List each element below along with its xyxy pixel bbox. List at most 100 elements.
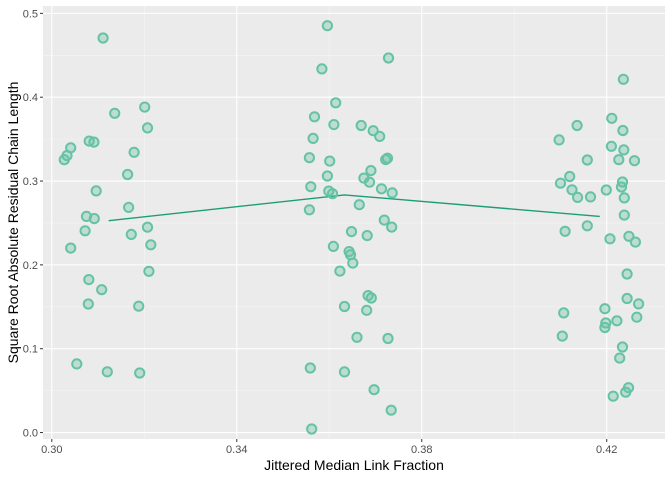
scatter-point (353, 199, 365, 211)
y-tick-label: 0.3 (23, 176, 38, 188)
y-axis-title: Square Root Absolute Residual Chain Leng… (5, 82, 21, 364)
scatter-point (618, 144, 630, 156)
scatter-point (65, 242, 77, 254)
trend-line-layer (108, 194, 600, 222)
scatter-point (600, 184, 612, 196)
scatter-point (365, 292, 377, 304)
y-axis-ticks: 0.0 0.1 0.2 0.3 0.4 0.5 (23, 8, 43, 440)
scatter-point (581, 154, 593, 166)
scatter-point (88, 136, 100, 148)
scatter-point (303, 152, 315, 164)
scatter-point (618, 192, 630, 204)
scatter-point (628, 155, 641, 167)
y-tick-label: 0.4 (23, 92, 38, 104)
scatter-point (566, 184, 578, 196)
scatter-point (621, 268, 633, 280)
scatter-point (614, 352, 626, 364)
scatter-point (368, 384, 380, 396)
scatter-point (307, 132, 319, 144)
scatter-point (96, 284, 108, 296)
scatter-point (382, 52, 395, 64)
scatter-point (604, 233, 616, 245)
scatter-point (306, 423, 318, 435)
scatter-point (607, 390, 619, 402)
scatter-point (328, 119, 340, 131)
scatter-point (79, 225, 91, 237)
y-tick-label: 0.0 (23, 428, 38, 440)
scatter-point (361, 230, 373, 242)
scatter-point (123, 201, 135, 213)
scatter-point (386, 221, 398, 233)
scatter-point (599, 321, 611, 334)
scatter-point (305, 181, 317, 193)
scatter-point (141, 221, 154, 233)
trend-line (108, 194, 600, 222)
scatter-point (145, 239, 157, 251)
scatter-point (605, 140, 618, 152)
x-tick-label: 0.30 (41, 444, 62, 456)
scatter-point (382, 332, 394, 345)
scatter-point (554, 177, 567, 189)
scatter-point (553, 134, 565, 146)
scatter-point (327, 240, 339, 252)
scatter-point (559, 225, 571, 237)
scatter-point (304, 362, 316, 374)
scatter-point (558, 307, 570, 319)
scatter-point (613, 154, 625, 166)
scatter-point (617, 124, 629, 137)
data-points (58, 20, 645, 435)
y-tick-label: 0.2 (23, 260, 38, 272)
scatter-point (617, 73, 630, 85)
scatter-point (338, 300, 351, 313)
scatter-point (82, 298, 94, 310)
x-tick-label: 0.38 (411, 444, 432, 456)
scatter-point (380, 154, 392, 166)
scatter-point (88, 213, 100, 225)
scatter-point (134, 367, 146, 379)
scatter-point (125, 228, 137, 240)
x-tick-label: 0.42 (596, 444, 617, 456)
scatter-point (141, 122, 154, 134)
scatter-point (58, 154, 70, 166)
scatter-point (143, 265, 155, 277)
scatter-point (101, 366, 113, 378)
scatter-point (365, 165, 377, 177)
x-axis-ticks: 0.30 0.34 0.38 0.42 (41, 439, 617, 456)
scatter-point (97, 32, 109, 44)
scatter-point (338, 366, 351, 378)
scatter-point (361, 304, 373, 316)
scatter-point (321, 20, 333, 32)
scatter-point (363, 176, 376, 188)
scatter-point (606, 112, 618, 124)
scatter-point (571, 119, 583, 132)
scatter-point (303, 204, 315, 216)
scatter-point (616, 341, 629, 353)
scatter-point (316, 63, 328, 75)
scatter-point (308, 111, 321, 123)
scatter-point (599, 303, 611, 315)
scatter-point (345, 226, 358, 238)
scatter-point (83, 274, 95, 286)
minor-gridlines (43, 6, 665, 439)
scatter-point (581, 220, 593, 232)
scatter-point (324, 155, 336, 167)
scatter-point (564, 170, 576, 183)
scatter-point (620, 386, 632, 398)
scatter-point (375, 183, 388, 195)
scatter-point (347, 257, 359, 269)
scatter-point (629, 236, 642, 248)
major-gridlines (43, 6, 665, 439)
scatter-point (584, 191, 597, 203)
scatter-point (385, 404, 397, 416)
scatter-point (351, 331, 363, 343)
scatter-point (109, 107, 121, 119)
scatter-point (334, 265, 346, 277)
scatter-point (618, 209, 630, 221)
scatter-point (633, 298, 645, 310)
scatter-point (330, 97, 342, 109)
scatter-point (139, 101, 151, 113)
x-tick-label: 0.34 (226, 444, 247, 456)
scatter-point (128, 146, 140, 158)
